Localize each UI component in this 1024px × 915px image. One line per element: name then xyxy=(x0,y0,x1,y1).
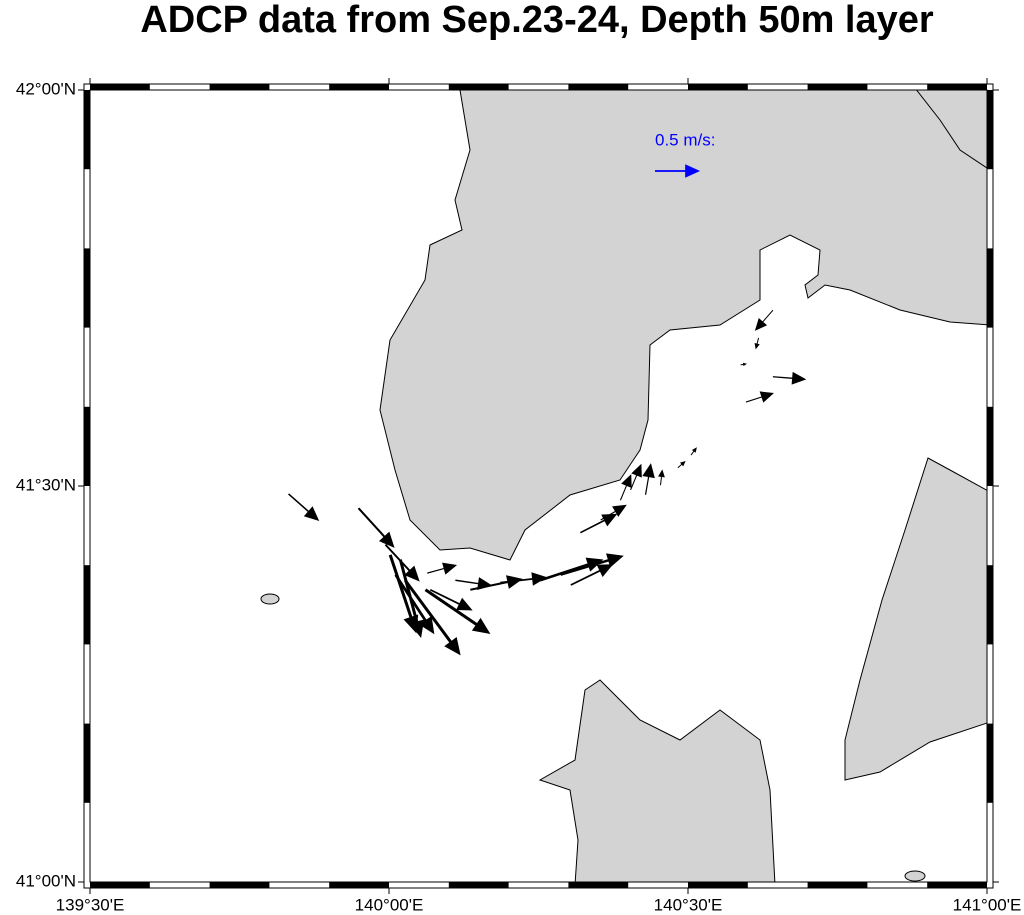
frame-bar xyxy=(927,84,987,90)
frame-bar xyxy=(84,723,90,803)
velocity-vector xyxy=(600,504,627,521)
frame-bar xyxy=(84,565,90,645)
velocity-vector xyxy=(642,463,655,495)
frame-bar xyxy=(927,882,987,888)
velocity-vector xyxy=(630,463,642,491)
velocity-vector xyxy=(560,553,624,576)
frame-bar xyxy=(688,882,748,888)
frame-bar xyxy=(987,406,993,486)
frame-bar xyxy=(84,406,90,486)
map-title: ADCP data from Sep.23-24, Depth 50m laye… xyxy=(140,0,934,41)
velocity-vector xyxy=(658,469,665,486)
velocity-vector xyxy=(690,447,697,456)
frame-bar xyxy=(688,84,748,90)
frame-bar xyxy=(448,84,509,90)
velocity-vector xyxy=(398,559,425,639)
frame-bar xyxy=(987,248,993,328)
velocity-vector xyxy=(427,562,458,575)
velocity-vector xyxy=(579,513,618,534)
island xyxy=(260,593,280,605)
y-tick-label: 41°00'N xyxy=(16,871,76,890)
frame-bar xyxy=(987,565,993,645)
x-tick-label: 141°00'E xyxy=(953,895,1022,914)
island xyxy=(904,870,926,882)
legend-arrow xyxy=(655,164,701,178)
frame-bar xyxy=(329,84,389,90)
x-tick-label: 140°00'E xyxy=(355,895,424,914)
frame-bar xyxy=(987,90,993,170)
legend-label: 0.5 m/s: xyxy=(655,130,715,149)
velocity-vector xyxy=(754,309,774,331)
vectors xyxy=(288,309,807,656)
frame-bar xyxy=(568,882,629,888)
x-tick-label: 139°30'E xyxy=(56,895,125,914)
land xyxy=(260,90,987,882)
velocity-vector xyxy=(772,371,807,385)
frame-bar xyxy=(84,248,90,328)
frame-bar xyxy=(987,723,993,803)
frame-bar xyxy=(448,882,509,888)
velocity-vector xyxy=(745,391,774,403)
velocity-vector xyxy=(384,543,420,582)
frame-bar xyxy=(209,882,270,888)
velocity-vector xyxy=(394,573,435,635)
velocity-vector xyxy=(754,337,760,350)
velocity-vector xyxy=(570,564,614,586)
velocity-vector xyxy=(677,460,686,469)
frame-bar xyxy=(90,882,150,888)
velocity-vector xyxy=(288,493,320,521)
velocity-vector xyxy=(539,557,604,582)
frame-bar xyxy=(329,882,389,888)
frame-bar xyxy=(84,90,90,170)
y-tick-label: 42°00'N xyxy=(16,79,76,98)
hokkaido xyxy=(379,90,987,561)
tsugaru-peninsula xyxy=(538,679,776,882)
velocity-vector xyxy=(740,362,747,367)
map-frame: 139°30'E 140°00'E 140°30'E 141°00'E 41°00'N 4… xyxy=(16,78,1021,914)
frame-bar xyxy=(807,882,868,888)
frame-bar xyxy=(807,84,868,90)
y-tick-label: 41°30'N xyxy=(16,475,76,494)
velocity-vector xyxy=(403,579,461,656)
velocity-vector xyxy=(619,474,632,501)
frame-bar xyxy=(568,84,629,90)
velocity-vector xyxy=(357,507,395,548)
velocity-vector xyxy=(500,572,548,586)
shimokita-peninsula xyxy=(844,457,987,781)
frame-bar xyxy=(90,84,150,90)
velocity-vector xyxy=(429,588,473,611)
x-tick-label: 140°30'E xyxy=(654,895,723,914)
velocity-vector xyxy=(424,588,491,634)
frame-bar xyxy=(209,84,270,90)
